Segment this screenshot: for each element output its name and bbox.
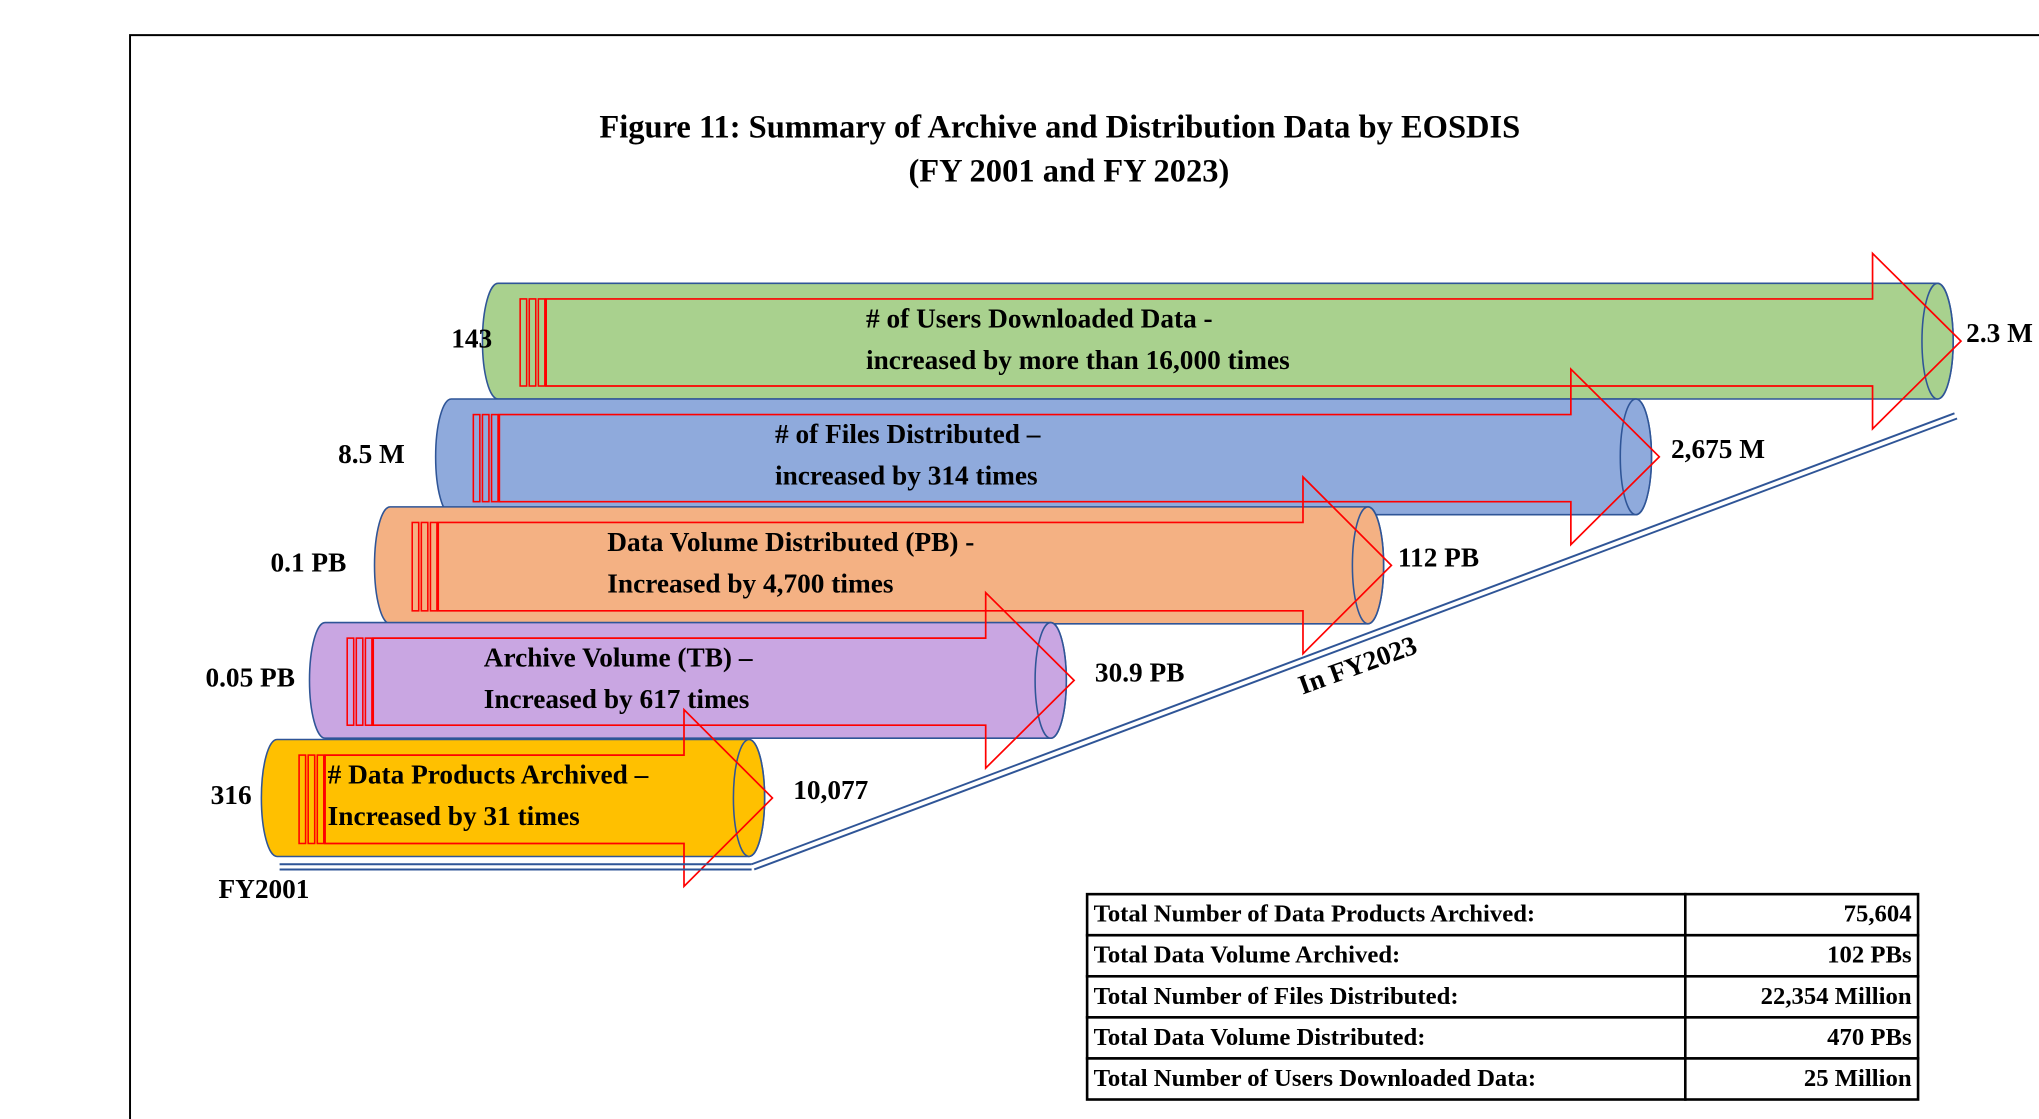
arrow-tail-bar bbox=[316, 754, 325, 845]
cylinder-label: Increased by 4,700 times bbox=[607, 568, 893, 598]
arrow-tail-bar bbox=[355, 637, 364, 726]
axis-end-label: In FY2023 bbox=[1294, 630, 1420, 700]
table-value: 470 PBs bbox=[1827, 1024, 1911, 1051]
table-value: 22,354 Million bbox=[1761, 983, 1912, 1010]
cylinder-end bbox=[732, 738, 766, 858]
cylinders: 143 2.3 M # of Users Downloaded Data - incr… bbox=[205, 251, 2033, 889]
cylinder-label: # Data Products Archived – bbox=[328, 759, 649, 789]
arrow-tail-bar bbox=[490, 413, 499, 503]
end-value: 10,077 bbox=[793, 775, 868, 805]
summary-table: Total Number of Data Products Archived: 7… bbox=[1085, 892, 1920, 1101]
cylinder-body bbox=[373, 506, 1385, 625]
cylinder-label: # of Users Downloaded Data - bbox=[866, 303, 1213, 333]
frame bbox=[129, 34, 2039, 1119]
cylinder-label: Archive Volume (TB) – bbox=[484, 642, 753, 672]
arrow-tail-bar bbox=[411, 521, 420, 612]
subtitle: (FY 2001 and FY 2023) bbox=[908, 154, 1229, 190]
start-value: 0.1 PB bbox=[270, 548, 346, 578]
arrow-tail-bar bbox=[537, 298, 546, 387]
arrow-tail-bar bbox=[481, 413, 490, 503]
arrow-tail-bar bbox=[364, 637, 373, 726]
axis-2023 bbox=[751, 412, 1958, 871]
end-value: 2,675 M bbox=[1671, 434, 1765, 464]
table-cell bbox=[1683, 1016, 1920, 1060]
arrow-tail-bar bbox=[429, 521, 438, 612]
cylinder-body bbox=[308, 621, 1068, 739]
arrow-tail-bar bbox=[519, 298, 528, 387]
table-value: 102 PBs bbox=[1827, 942, 1911, 969]
cylinder-end bbox=[1619, 398, 1653, 516]
growth-arrow bbox=[437, 474, 1393, 656]
cylinder-end bbox=[1034, 621, 1068, 739]
start-value: 143 bbox=[451, 323, 492, 353]
table-value: 25 Million bbox=[1804, 1065, 1912, 1092]
table-label: Total Data Volume Distributed: bbox=[1094, 1024, 1426, 1051]
axis-2001 bbox=[279, 863, 752, 871]
cylinder-end bbox=[1351, 506, 1385, 625]
start-value: 8.5 M bbox=[338, 439, 405, 469]
growth-arrow bbox=[324, 707, 774, 889]
cylinder-label: increased by more than 16,000 times bbox=[866, 345, 1290, 375]
arrow-tail-bar bbox=[472, 413, 481, 503]
cylinder-body bbox=[481, 282, 1954, 400]
table-label: Total Data Volume Archived: bbox=[1094, 942, 1401, 969]
axis-start-label: FY2001 bbox=[218, 874, 309, 904]
cylinder-body bbox=[260, 738, 766, 858]
arrow-tail-bar bbox=[420, 521, 429, 612]
cylinder-body bbox=[434, 398, 1653, 516]
table-cell bbox=[1085, 892, 1687, 937]
start-value: 0.05 PB bbox=[205, 663, 295, 693]
title: Figure 11: Summary of Archive and Distri… bbox=[599, 109, 1520, 145]
table-label: Total Number of Data Products Archived: bbox=[1094, 901, 1536, 928]
cylinder-end bbox=[1921, 282, 1954, 400]
growth-arrow bbox=[498, 367, 1661, 547]
end-value: 30.9 PB bbox=[1095, 657, 1185, 687]
cylinder-label: # of Files Distributed – bbox=[775, 419, 1041, 449]
arrow-tail-bar bbox=[307, 754, 316, 845]
table-cell bbox=[1683, 1057, 1920, 1101]
growth-arrow bbox=[372, 590, 1076, 771]
table-cell bbox=[1085, 1057, 1687, 1101]
start-value: 316 bbox=[211, 780, 252, 810]
cylinder-label: Data Volume Distributed (PB) - bbox=[607, 527, 974, 557]
cylinder-label: Increased by 617 times bbox=[484, 684, 750, 714]
end-value: 2.3 M bbox=[1966, 318, 2033, 348]
end-value: 112 PB bbox=[1398, 542, 1479, 572]
table-value: 75,604 bbox=[1844, 901, 1912, 928]
arrow-tail-bar bbox=[298, 754, 307, 845]
arrow-tail-bar bbox=[346, 637, 355, 726]
arrow-tail-bar bbox=[528, 298, 537, 387]
table-label: Total Number of Files Distributed: bbox=[1094, 983, 1459, 1010]
cylinder-label: Increased by 31 times bbox=[328, 801, 580, 831]
table-label: Total Number of Users Downloaded Data: bbox=[1094, 1065, 1536, 1092]
cylinder-label: increased by 314 times bbox=[775, 461, 1038, 491]
growth-arrow bbox=[545, 251, 1963, 431]
